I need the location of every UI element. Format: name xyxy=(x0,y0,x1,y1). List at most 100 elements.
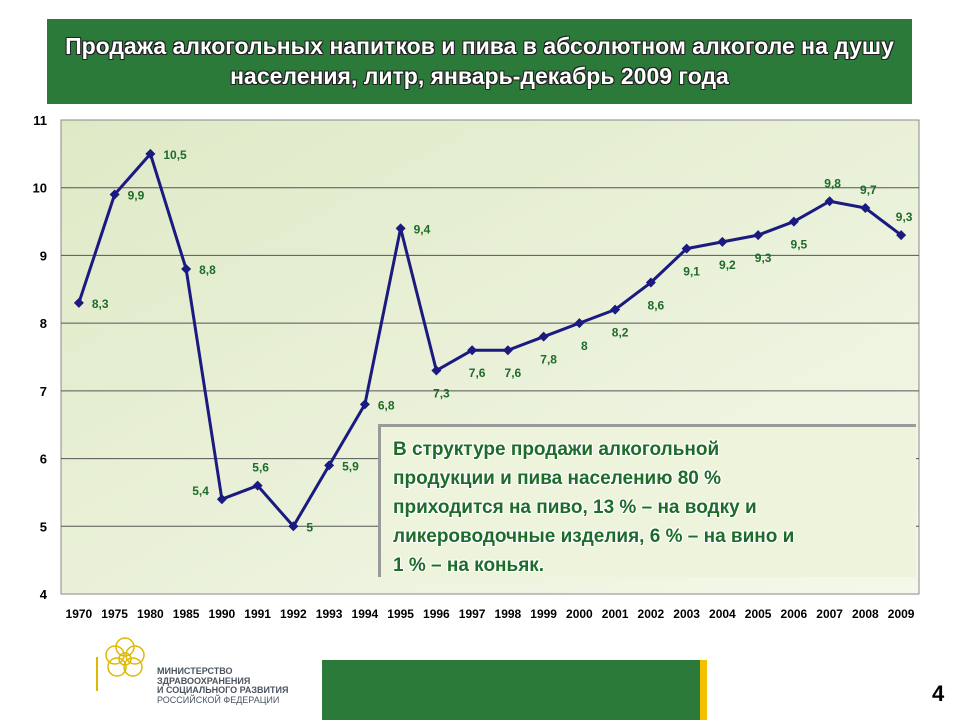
data-point xyxy=(824,196,835,207)
data-point xyxy=(574,318,585,329)
y-tick-label: 4 xyxy=(40,587,48,602)
ministry-name-line: ЗДРАВООХРАНЕНИЯ xyxy=(157,675,251,686)
note-line: 1 % – на коньяк. xyxy=(393,555,545,576)
data-point xyxy=(288,521,299,532)
y-tick-label: 7 xyxy=(40,384,47,399)
note-line: ликероводочные изделия, 6 % – на вино и xyxy=(393,526,795,547)
data-point xyxy=(788,216,799,227)
data-point xyxy=(681,243,692,254)
data-label: 7,6 xyxy=(505,366,522,380)
x-tick-label: 1975 xyxy=(101,607,128,621)
data-point xyxy=(73,297,84,308)
data-label: 9,2 xyxy=(719,258,736,272)
ministry-name: МИНИСТЕРСТВО ЗДРАВООХРАНЕНИЯ И СОЦИАЛЬНО… xyxy=(157,666,289,705)
data-point xyxy=(252,480,263,491)
ministry-name-line: РОССИЙСКОЙ ФЕДЕРАЦИИ xyxy=(157,694,280,705)
data-label: 5,9 xyxy=(342,459,359,473)
x-tick-label: 1970 xyxy=(66,607,93,621)
x-tick-label: 2004 xyxy=(709,607,736,621)
ministry-emblem-icon xyxy=(96,637,145,691)
x-tick-label: 2001 xyxy=(602,607,629,621)
data-label: 5 xyxy=(306,520,313,534)
data-label: 8,2 xyxy=(612,326,629,340)
y-tick-label: 6 xyxy=(40,452,47,467)
x-tick-label: 1994 xyxy=(352,607,379,621)
x-axis-tick-labels: 1970 1975 1980 1985 1990 1991 1992 1993 1994 1995… xyxy=(66,607,915,621)
data-label: 9,5 xyxy=(791,238,808,252)
x-tick-label: 1999 xyxy=(530,607,557,621)
data-label: 9,3 xyxy=(896,210,913,224)
data-label: 8 xyxy=(581,339,588,353)
data-label: 6,8 xyxy=(378,398,395,412)
y-tick-label: 10 xyxy=(33,181,47,196)
data-point xyxy=(467,345,478,356)
note-line: продукции и пива населению 80 % xyxy=(393,468,722,489)
x-tick-label: 1985 xyxy=(173,607,200,621)
data-label: 9,3 xyxy=(755,251,772,265)
x-tick-label: 1996 xyxy=(423,607,450,621)
note-line: В структуре продажи алкогольной xyxy=(393,439,720,460)
data-label: 9,1 xyxy=(683,265,700,279)
data-label: 9,8 xyxy=(824,176,841,190)
x-tick-label: 2007 xyxy=(816,607,843,621)
data-point xyxy=(109,189,120,200)
note-line: приходится на пиво, 13 % – на водку и xyxy=(393,497,757,518)
data-point xyxy=(216,494,227,505)
data-point xyxy=(610,304,621,315)
data-label: 9,9 xyxy=(128,188,145,202)
slide-title: Продажа алкогольных напитков и пива в аб… xyxy=(47,19,912,104)
data-label: 10,5 xyxy=(163,148,187,162)
data-label: 8,8 xyxy=(199,263,216,277)
y-tick-label: 5 xyxy=(40,519,47,534)
data-point xyxy=(860,203,871,214)
data-label: 7,6 xyxy=(469,366,486,380)
data-label: 8,3 xyxy=(92,297,109,311)
data-point xyxy=(395,223,406,234)
x-tick-label: 2002 xyxy=(638,607,665,621)
x-tick-label: 1992 xyxy=(280,607,307,621)
data-point xyxy=(431,365,442,376)
data-label: 5,4 xyxy=(192,484,209,498)
x-tick-label: 1980 xyxy=(137,607,164,621)
data-point xyxy=(324,460,335,471)
x-tick-label: 1990 xyxy=(209,607,236,621)
data-label: 7,3 xyxy=(433,387,450,401)
data-point xyxy=(181,263,192,274)
data-point xyxy=(645,277,656,288)
data-label: 9,7 xyxy=(860,183,877,197)
y-tick-label: 11 xyxy=(33,113,47,128)
data-label: 7,8 xyxy=(540,353,557,367)
data-point xyxy=(502,345,513,356)
note-box: В структуре продажи алкогольной продукци… xyxy=(378,424,916,577)
data-markers xyxy=(73,148,907,532)
data-point xyxy=(145,148,156,159)
x-tick-label: 1997 xyxy=(459,607,486,621)
x-tick-label: 1991 xyxy=(244,607,271,621)
y-tick-label: 8 xyxy=(40,316,47,331)
x-tick-label: 1998 xyxy=(495,607,522,621)
series-line xyxy=(77,152,903,528)
x-tick-label: 2006 xyxy=(781,607,808,621)
x-tick-label: 2009 xyxy=(888,607,915,621)
x-tick-label: 2008 xyxy=(852,607,879,621)
data-label: 5,6 xyxy=(252,461,269,475)
x-tick-label: 2000 xyxy=(566,607,593,621)
x-tick-label: 2003 xyxy=(673,607,700,621)
x-tick-label: 1995 xyxy=(387,607,414,621)
data-point xyxy=(717,236,728,247)
data-point xyxy=(538,331,549,342)
x-tick-label: 1993 xyxy=(316,607,343,621)
data-label: 9,4 xyxy=(414,222,431,236)
y-axis-tick-labels: 4 5 6 7 8 9 10 11 xyxy=(33,113,48,602)
ministry-name-line: И СОЦИАЛЬНОГО РАЗВИТИЯ xyxy=(157,685,289,696)
page-number: 4 xyxy=(932,681,945,706)
ministry-name-line: МИНИСТЕРСТВО xyxy=(157,666,233,676)
x-tick-label: 2005 xyxy=(745,607,772,621)
footer-bar xyxy=(322,660,700,720)
data-point xyxy=(359,399,370,410)
data-labels: 8,3 9,9 10,5 8,8 5,4 5,6 5 5,9 6,8 9,4 7,3 7,6 7,6 7,… xyxy=(92,148,913,534)
data-label: 8,6 xyxy=(648,299,665,313)
data-point xyxy=(753,230,764,241)
footer-accent-stripe xyxy=(700,660,707,720)
y-tick-label: 9 xyxy=(40,248,47,263)
